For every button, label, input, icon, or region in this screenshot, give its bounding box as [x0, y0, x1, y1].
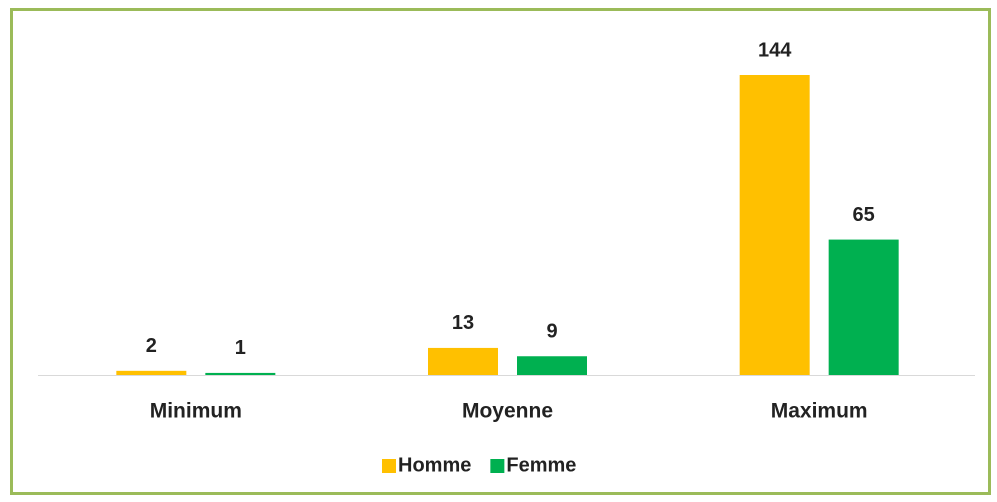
x-tick-label: Minimum	[150, 400, 242, 423]
legend-swatch	[382, 459, 396, 473]
data-label: 2	[146, 335, 157, 357]
chart-border	[10, 8, 991, 495]
legend-label: Homme	[398, 454, 471, 476]
data-label: 9	[546, 321, 557, 343]
data-label: 13	[452, 312, 474, 334]
data-label: 144	[758, 39, 792, 61]
legend-swatch	[490, 459, 505, 473]
bar	[116, 370, 187, 375]
bar	[205, 372, 276, 375]
data-label: 1	[235, 337, 246, 359]
bar	[739, 75, 810, 375]
bar	[828, 239, 899, 375]
bar	[428, 347, 498, 375]
x-tick-label: Maximum	[771, 400, 868, 423]
legend-label: Femme	[506, 454, 576, 476]
x-tick-label: Moyenne	[462, 400, 553, 423]
bar	[517, 356, 587, 375]
data-label: 65	[853, 204, 875, 226]
